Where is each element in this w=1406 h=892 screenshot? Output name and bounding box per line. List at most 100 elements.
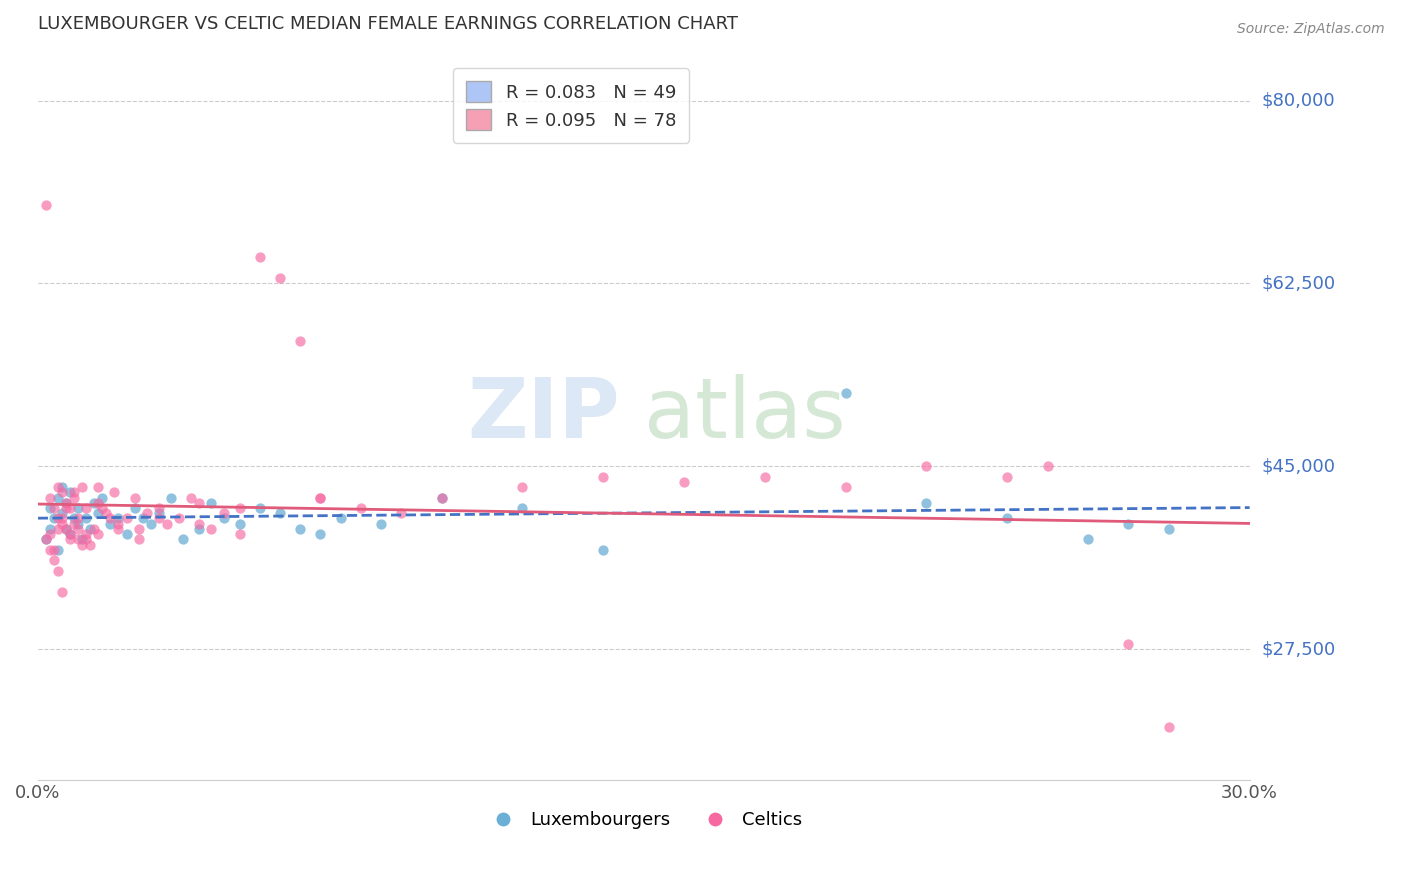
Point: [83, 522, 105, 536]
Point: [1118, 637, 1140, 651]
Point: [592, 542, 614, 557]
Point: [51, 511, 73, 525]
Point: [309, 527, 332, 541]
Point: [75, 501, 97, 516]
Point: [834, 480, 856, 494]
Point: [59, 501, 82, 516]
Point: [188, 516, 211, 531]
Point: [673, 475, 696, 489]
Point: [79, 538, 101, 552]
Point: [269, 271, 291, 285]
Point: [87, 527, 110, 541]
Point: [389, 506, 412, 520]
Point: [100, 516, 122, 531]
Point: [139, 516, 162, 531]
Point: [124, 491, 146, 505]
Point: [290, 334, 312, 348]
Point: [370, 516, 392, 531]
Point: [38, 501, 60, 516]
Point: [70, 533, 93, 547]
Point: [269, 506, 291, 520]
Text: atlas: atlas: [644, 374, 845, 455]
Point: [51, 584, 73, 599]
Point: [834, 386, 856, 401]
Point: [430, 491, 453, 505]
Text: ZIP: ZIP: [467, 374, 620, 455]
Point: [915, 459, 938, 474]
Point: [38, 522, 60, 536]
Point: [91, 501, 114, 516]
Point: [249, 251, 271, 265]
Point: [212, 511, 235, 525]
Point: [156, 516, 179, 531]
Point: [512, 480, 534, 494]
Point: [1118, 516, 1140, 531]
Point: [128, 522, 150, 536]
Point: [188, 522, 211, 536]
Point: [132, 511, 155, 525]
Point: [592, 469, 614, 483]
Point: [160, 491, 183, 505]
Point: [754, 469, 776, 483]
Point: [87, 480, 110, 494]
Point: [329, 511, 352, 525]
Point: [46, 522, 69, 536]
Point: [46, 542, 69, 557]
Point: [172, 533, 194, 547]
Point: [188, 496, 211, 510]
Point: [51, 480, 73, 494]
Point: [107, 522, 129, 536]
Text: $80,000: $80,000: [1261, 92, 1336, 110]
Point: [38, 542, 60, 557]
Point: [46, 511, 69, 525]
Point: [135, 506, 157, 520]
Point: [91, 491, 114, 505]
Point: [51, 485, 73, 500]
Point: [75, 533, 97, 547]
Point: [42, 553, 65, 567]
Point: [100, 511, 122, 525]
Point: [35, 533, 58, 547]
Point: [115, 511, 138, 525]
Point: [51, 506, 73, 520]
Point: [212, 506, 235, 520]
Point: [350, 501, 373, 516]
Point: [1036, 459, 1059, 474]
Point: [51, 516, 73, 531]
Point: [1157, 522, 1180, 536]
Point: [35, 533, 58, 547]
Point: [55, 496, 77, 510]
Point: [228, 516, 250, 531]
Point: [200, 522, 222, 536]
Point: [46, 480, 69, 494]
Point: [55, 522, 77, 536]
Point: [87, 506, 110, 520]
Point: [46, 491, 69, 505]
Point: [512, 501, 534, 516]
Point: [75, 511, 97, 525]
Point: [59, 533, 82, 547]
Point: [63, 511, 86, 525]
Point: [249, 501, 271, 516]
Point: [148, 511, 170, 525]
Point: [42, 501, 65, 516]
Point: [79, 522, 101, 536]
Point: [35, 198, 58, 212]
Point: [200, 496, 222, 510]
Point: [228, 501, 250, 516]
Point: [107, 511, 129, 525]
Point: [46, 564, 69, 578]
Point: [67, 511, 90, 525]
Point: [55, 522, 77, 536]
Point: [63, 491, 86, 505]
Point: [148, 506, 170, 520]
Point: [59, 527, 82, 541]
Point: [55, 501, 77, 516]
Point: [55, 496, 77, 510]
Text: $62,500: $62,500: [1261, 275, 1336, 293]
Point: [59, 527, 82, 541]
Text: Source: ZipAtlas.com: Source: ZipAtlas.com: [1237, 22, 1385, 37]
Point: [180, 491, 202, 505]
Point: [70, 480, 93, 494]
Point: [38, 527, 60, 541]
